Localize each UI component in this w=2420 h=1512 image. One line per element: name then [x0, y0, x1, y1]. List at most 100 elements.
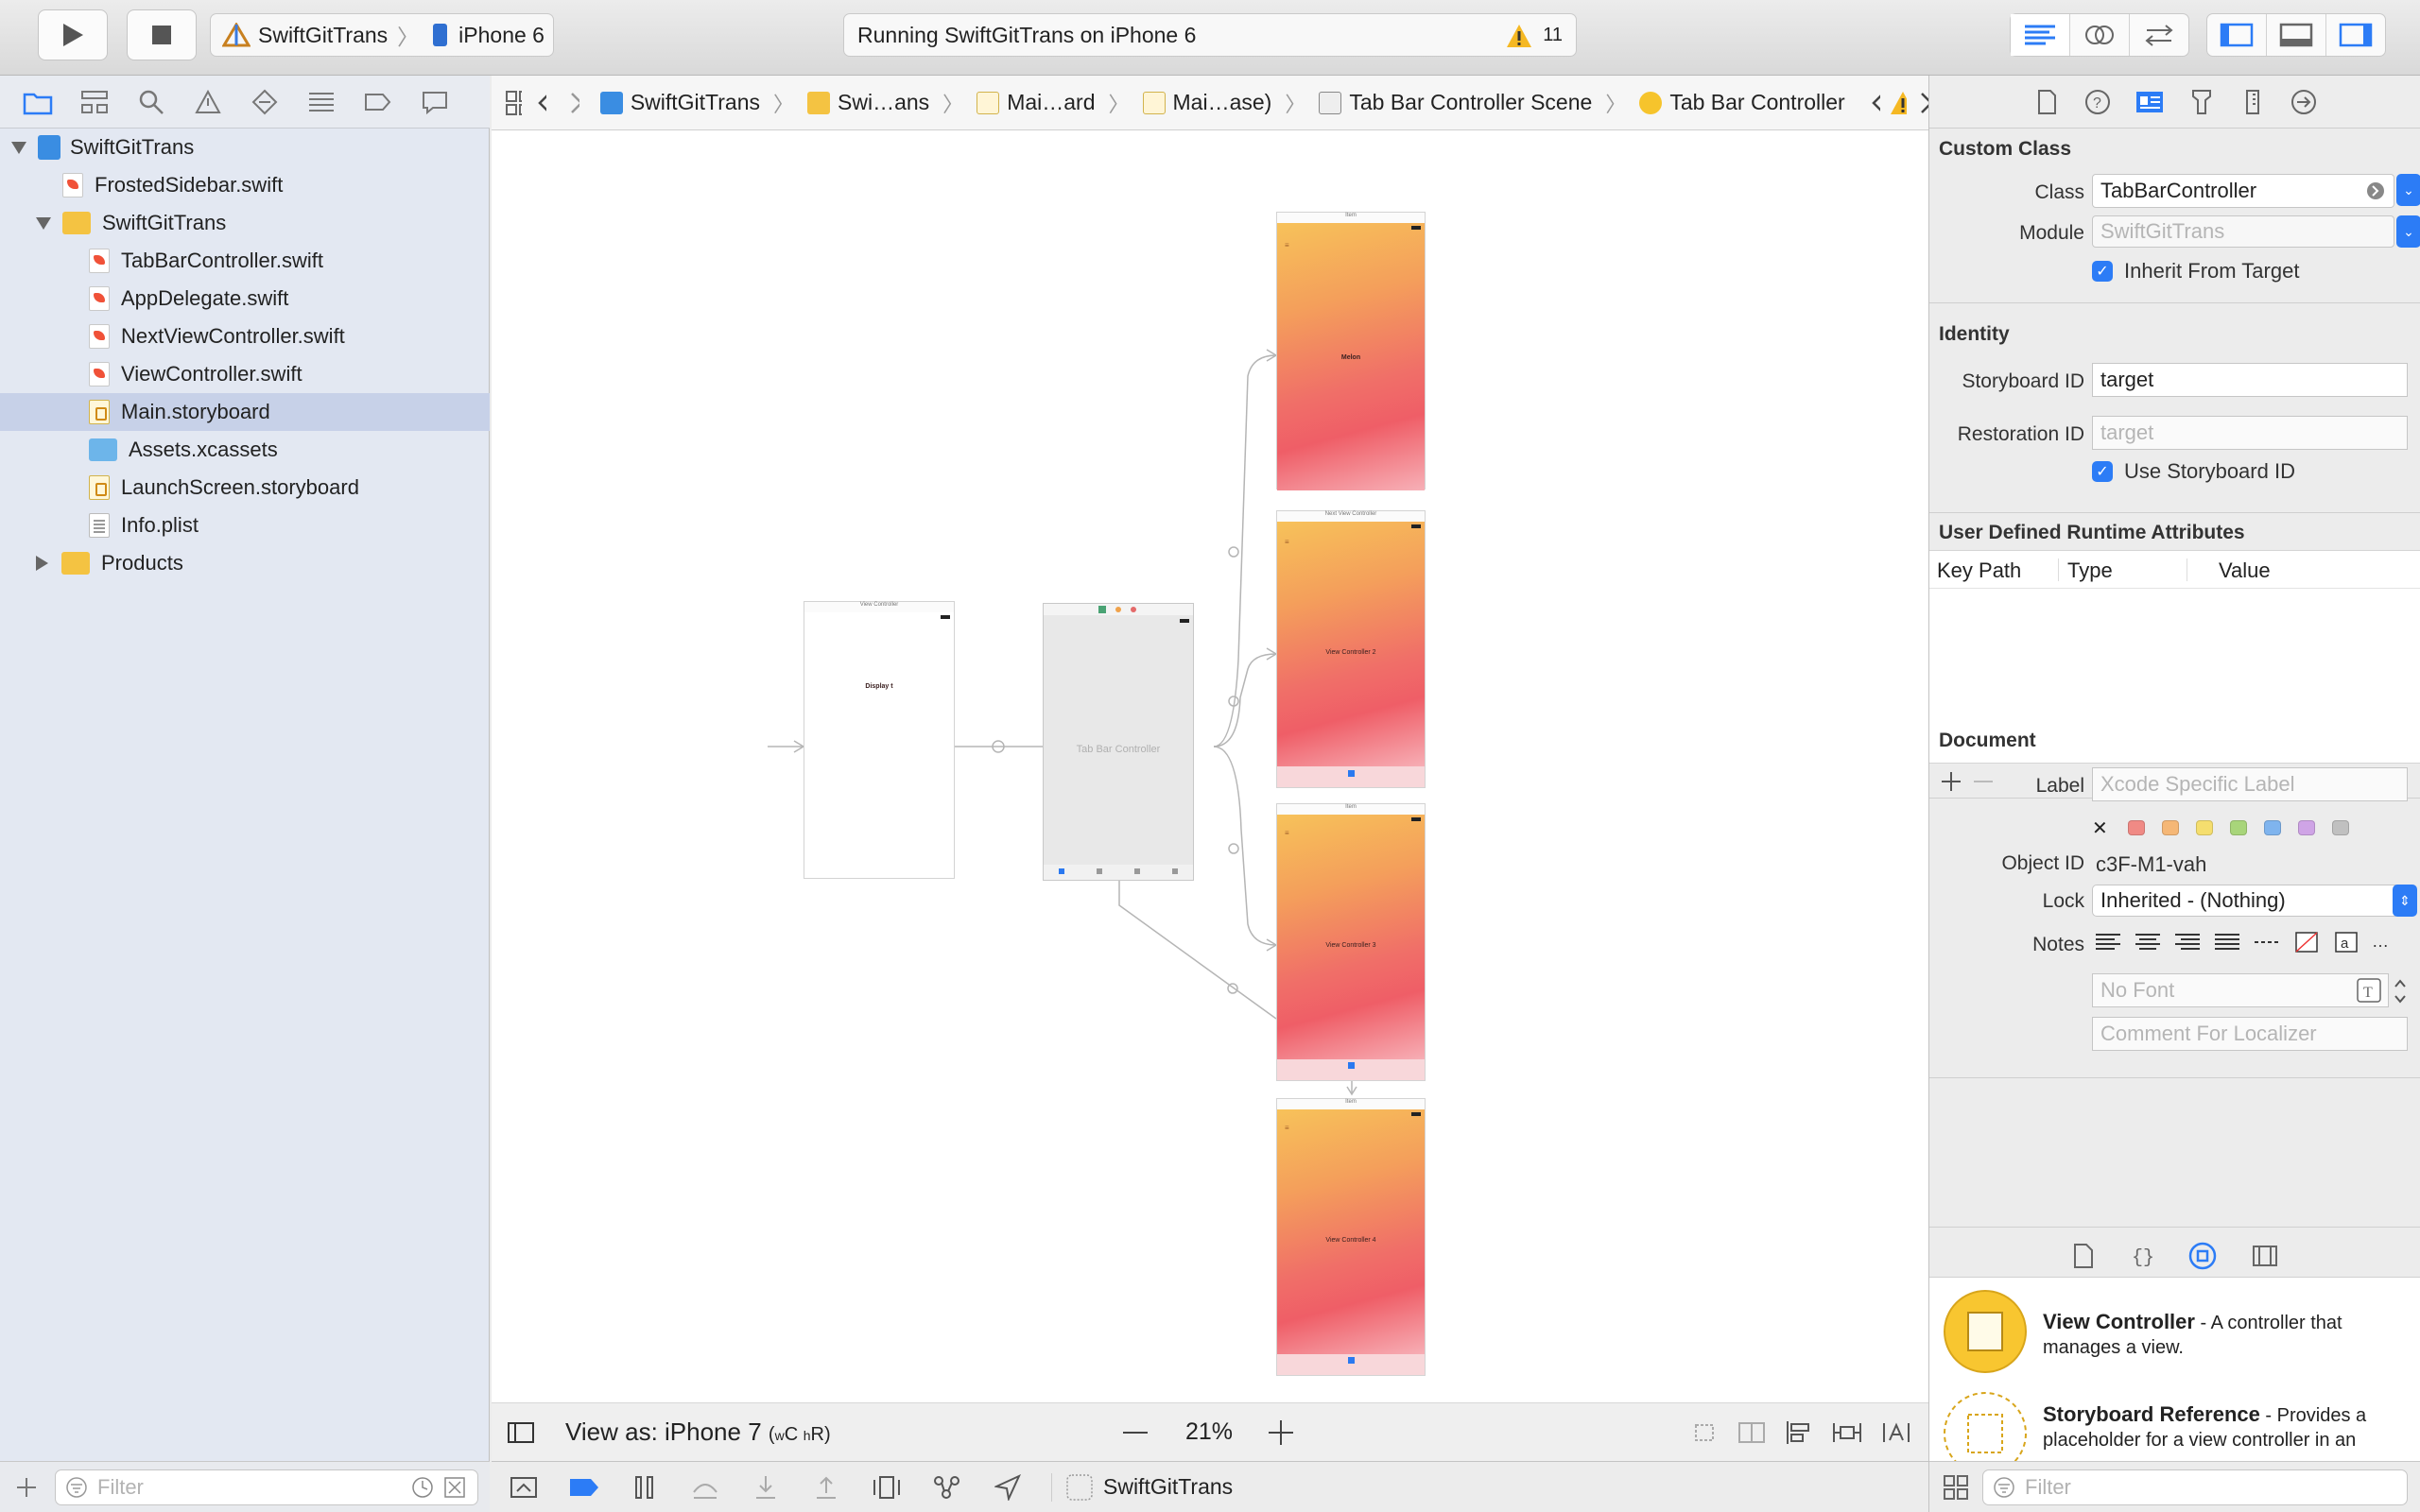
- restoration-id-field[interactable]: target: [2092, 416, 2408, 450]
- related-items-icon[interactable]: [505, 90, 522, 116]
- version-editor-button[interactable]: [2130, 14, 2188, 56]
- crumb-object[interactable]: Tab Bar Controller: [1639, 90, 1845, 115]
- run-button[interactable]: [38, 9, 108, 60]
- disclosure-open-icon[interactable]: [11, 141, 26, 154]
- quick-help-icon[interactable]: ?: [2083, 88, 2112, 116]
- module-combobox[interactable]: SwiftGitTrans: [2092, 215, 2394, 248]
- attributes-inspector-icon[interactable]: [2187, 88, 2216, 116]
- connections-inspector-icon[interactable]: [2290, 88, 2318, 116]
- tree-group-products[interactable]: Products: [0, 544, 490, 582]
- project-navigator-tab[interactable]: [21, 85, 55, 119]
- lock-dropdown-button[interactable]: ⇕: [2393, 885, 2417, 917]
- disclosure-closed-icon[interactable]: [36, 556, 48, 571]
- label-color-swatch[interactable]: [2162, 820, 2179, 835]
- file-template-icon[interactable]: [2071, 1242, 2096, 1270]
- align-icon[interactable]: [1785, 1419, 1813, 1446]
- stop-button[interactable]: [127, 9, 197, 60]
- storyboard-canvas[interactable]: View Controller Display t Tab Bar Contro…: [492, 130, 1928, 1402]
- tree-group-swiftgittrans[interactable]: SwiftGitTrans: [0, 204, 490, 242]
- object-library-icon[interactable]: [2188, 1242, 2217, 1270]
- disclosure-open-icon[interactable]: [36, 216, 51, 230]
- toggle-utilities-button[interactable]: [2326, 14, 2385, 56]
- step-over-button[interactable]: [688, 1470, 722, 1504]
- next-issue-icon[interactable]: [1918, 91, 1929, 115]
- module-dropdown-button[interactable]: ⌄: [2396, 215, 2420, 248]
- breakpoint-navigator-tab[interactable]: [361, 85, 395, 119]
- issue-navigator-tab[interactable]: [191, 85, 225, 119]
- text-color-icon[interactable]: a: [2330, 928, 2364, 956]
- inherit-from-target-checkbox[interactable]: ✓: [2092, 261, 2113, 282]
- align-left-icon[interactable]: [2092, 928, 2126, 956]
- scene-next-view-controller[interactable]: Next View Controller ≡ View Controller 2: [1276, 510, 1426, 788]
- debug-target-label[interactable]: SwiftGitTrans: [1103, 1474, 1234, 1499]
- tree-item-viewcontroller[interactable]: ViewController.swift: [0, 355, 490, 393]
- hide-debug-area-button[interactable]: [507, 1470, 541, 1504]
- label-color-swatch[interactable]: [2196, 820, 2213, 835]
- step-into-button[interactable]: [749, 1470, 783, 1504]
- media-library-icon[interactable]: [2251, 1242, 2279, 1270]
- tree-item-tabbarcontroller[interactable]: TabBarController.swift: [0, 242, 490, 280]
- find-navigator-tab[interactable]: [134, 85, 168, 119]
- view-as-device[interactable]: View as: iPhone 7 (wC hR): [565, 1418, 831, 1446]
- standard-editor-button[interactable]: [2011, 14, 2070, 56]
- class-combobox[interactable]: TabBarController: [2092, 174, 2394, 208]
- breakpoints-toggle-button[interactable]: [567, 1470, 601, 1504]
- zoom-out-icon[interactable]: [1121, 1421, 1150, 1444]
- view-debugger-button[interactable]: [870, 1470, 904, 1504]
- add-icon[interactable]: [15, 1476, 38, 1499]
- identity-inspector-icon[interactable]: [2135, 88, 2165, 116]
- zoom-in-icon[interactable]: [1267, 1419, 1295, 1446]
- justify-icon[interactable]: [2211, 928, 2245, 956]
- clock-icon[interactable]: [411, 1476, 434, 1499]
- library-item-storyboard-reference[interactable]: Storyboard Reference - Provides a placeh…: [1929, 1385, 2420, 1461]
- forward-chevron-icon[interactable]: [567, 91, 579, 115]
- go-to-class-arrow-icon[interactable]: [2365, 180, 2386, 201]
- crumb-project[interactable]: SwiftGitTrans: [599, 90, 760, 115]
- tree-item-assets[interactable]: Assets.xcassets: [0, 431, 490, 469]
- natural-alignment-icon[interactable]: [2251, 928, 2285, 956]
- scene-item-1[interactable]: Item ≡ Melon: [1276, 212, 1426, 490]
- lock-popup[interactable]: Inherited - (Nothing): [2092, 885, 2400, 917]
- font-picker-icon[interactable]: T: [2356, 977, 2382, 1004]
- storyboard-id-field[interactable]: target: [2092, 363, 2408, 397]
- memory-graph-button[interactable]: [930, 1470, 964, 1504]
- scene-item-4[interactable]: Item ≡ View Controller 4: [1276, 1098, 1426, 1376]
- clear-label-color-icon[interactable]: ✕: [2092, 818, 2108, 839]
- crumb-file[interactable]: Mai…ard: [977, 90, 1096, 115]
- more-options-icon[interactable]: …: [2370, 928, 2398, 956]
- column-header-type[interactable]: Type: [2067, 558, 2113, 582]
- crumb-group[interactable]: Swi…ans: [807, 90, 929, 115]
- tree-item-main-storyboard[interactable]: Main.storyboard: [0, 393, 490, 431]
- runtime-attributes-table[interactable]: Key Path Type Value: [1929, 550, 2420, 764]
- grid-view-icon[interactable]: [1943, 1474, 1969, 1501]
- navigator-filter-field[interactable]: Filter: [55, 1469, 478, 1505]
- crumb-localization[interactable]: Mai…ase): [1142, 90, 1271, 115]
- label-color-swatch[interactable]: [2298, 820, 2315, 835]
- warning-icon[interactable]: [1890, 91, 1907, 115]
- remove-attribute-icon[interactable]: [1971, 769, 1996, 794]
- debug-navigator-tab[interactable]: [304, 85, 338, 119]
- tree-item-nextviewcontroller[interactable]: NextViewController.swift: [0, 318, 490, 355]
- scene-item-3[interactable]: Item ≡ View Controller 3: [1276, 803, 1426, 1081]
- font-stepper-icon[interactable]: [2393, 975, 2408, 1007]
- document-outline-toggle-icon[interactable]: [507, 1421, 535, 1444]
- column-header-value[interactable]: Value: [2219, 558, 2271, 582]
- tree-item-appdelegate[interactable]: AppDelegate.swift: [0, 280, 490, 318]
- resolve-auto-layout-icon[interactable]: [1881, 1419, 1911, 1446]
- scene-tab-bar-controller[interactable]: Tab Bar Controller: [1043, 603, 1194, 881]
- report-navigator-tab[interactable]: [418, 85, 452, 119]
- library-item-view-controller[interactable]: View Controller - A controller that mana…: [1929, 1278, 2420, 1382]
- class-dropdown-button[interactable]: ⌄: [2396, 174, 2420, 206]
- align-right-icon[interactable]: [2171, 928, 2205, 956]
- toggle-debug-area-button[interactable]: [2267, 14, 2326, 56]
- align-center-icon[interactable]: [2132, 928, 2166, 956]
- test-navigator-tab[interactable]: [248, 85, 282, 119]
- activity-viewer[interactable]: Running SwiftGitTrans on iPhone 6 11: [843, 13, 1577, 57]
- update-frames-icon[interactable]: [1690, 1419, 1719, 1446]
- crumb-scene[interactable]: Tab Bar Controller Scene: [1319, 90, 1592, 115]
- size-inspector-icon[interactable]: [2238, 88, 2267, 116]
- scene-view-controller[interactable]: View Controller Display t: [804, 601, 955, 879]
- step-out-button[interactable]: [809, 1470, 843, 1504]
- use-storyboard-id-checkbox[interactable]: ✓: [2092, 461, 2113, 482]
- comment-for-localizer-field[interactable]: Comment For Localizer: [2092, 1017, 2408, 1051]
